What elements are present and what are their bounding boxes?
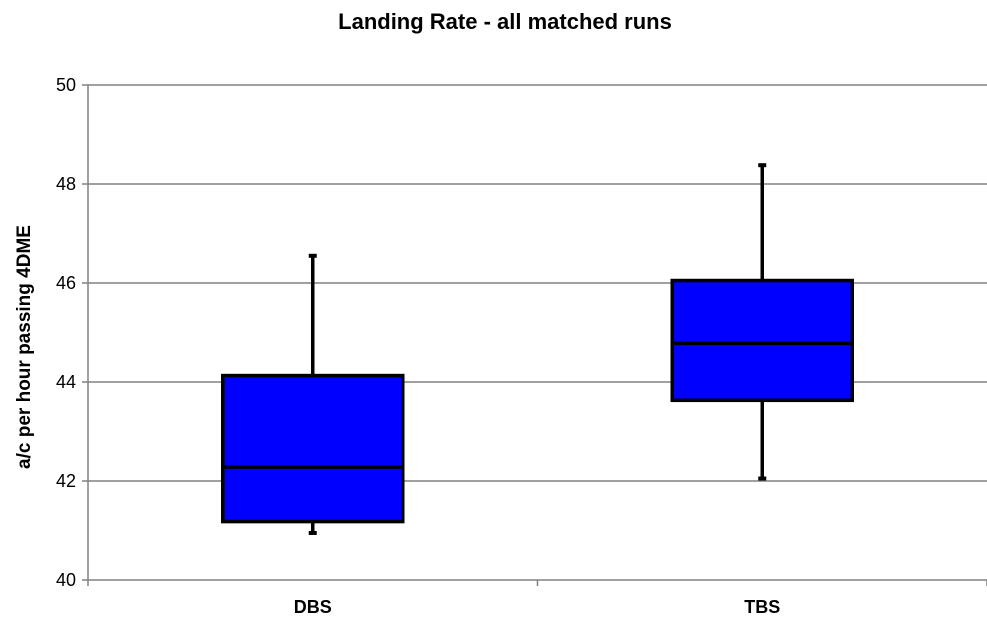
y-tick-label-42: 42 <box>56 471 76 491</box>
y-tick-label-40: 40 <box>56 570 76 590</box>
y-tick-label-48: 48 <box>56 174 76 194</box>
axes <box>82 84 987 586</box>
x-category-label-tbs: TBS <box>744 597 780 617</box>
box-body-dbs <box>221 373 405 524</box>
box-dbs <box>221 253 405 535</box>
x-category-label-dbs: DBS <box>294 597 332 617</box>
axis-labels: 40 42 44 46 48 50 DBS TBS <box>56 75 780 617</box>
box-tbs <box>670 163 854 481</box>
y-tick-label-50: 50 <box>56 75 76 95</box>
chart-title: Landing Rate - all matched runs <box>338 9 672 34</box>
box-body-tbs <box>670 278 854 403</box>
boxes <box>221 163 854 535</box>
y-tick-label-46: 46 <box>56 273 76 293</box>
y-tick-label-44: 44 <box>56 372 76 392</box>
y-axis-label: a/c per hour passing 4DME <box>14 225 35 469</box>
